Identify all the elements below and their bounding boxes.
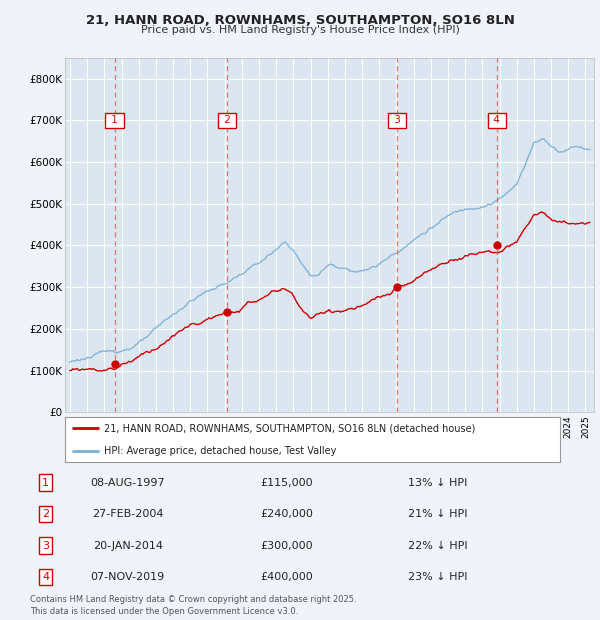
Text: 3: 3 bbox=[42, 541, 49, 551]
Text: £115,000: £115,000 bbox=[260, 477, 313, 487]
Text: 23% ↓ HPI: 23% ↓ HPI bbox=[407, 572, 467, 582]
Text: 4: 4 bbox=[490, 115, 503, 125]
Text: Contains HM Land Registry data © Crown copyright and database right 2025.
This d: Contains HM Land Registry data © Crown c… bbox=[30, 595, 356, 616]
Text: £400,000: £400,000 bbox=[260, 572, 313, 582]
Text: HPI: Average price, detached house, Test Valley: HPI: Average price, detached house, Test… bbox=[104, 446, 337, 456]
Text: £240,000: £240,000 bbox=[260, 509, 313, 519]
Text: 21% ↓ HPI: 21% ↓ HPI bbox=[407, 509, 467, 519]
Text: 21, HANN ROAD, ROWNHAMS, SOUTHAMPTON, SO16 8LN: 21, HANN ROAD, ROWNHAMS, SOUTHAMPTON, SO… bbox=[86, 14, 514, 27]
Text: 20-JAN-2014: 20-JAN-2014 bbox=[92, 541, 163, 551]
Text: Price paid vs. HM Land Registry's House Price Index (HPI): Price paid vs. HM Land Registry's House … bbox=[140, 25, 460, 35]
Text: 4: 4 bbox=[42, 572, 49, 582]
Text: 1: 1 bbox=[42, 477, 49, 487]
Text: 13% ↓ HPI: 13% ↓ HPI bbox=[407, 477, 467, 487]
Text: 21, HANN ROAD, ROWNHAMS, SOUTHAMPTON, SO16 8LN (detached house): 21, HANN ROAD, ROWNHAMS, SOUTHAMPTON, SO… bbox=[104, 423, 476, 433]
Text: 22% ↓ HPI: 22% ↓ HPI bbox=[407, 541, 467, 551]
Text: 1: 1 bbox=[108, 115, 121, 125]
Text: 3: 3 bbox=[391, 115, 404, 125]
Text: £300,000: £300,000 bbox=[260, 541, 313, 551]
Text: 08-AUG-1997: 08-AUG-1997 bbox=[91, 477, 165, 487]
Text: 07-NOV-2019: 07-NOV-2019 bbox=[91, 572, 165, 582]
Text: 2: 2 bbox=[221, 115, 234, 125]
Text: 2: 2 bbox=[42, 509, 49, 519]
Text: 27-FEB-2004: 27-FEB-2004 bbox=[92, 509, 163, 519]
